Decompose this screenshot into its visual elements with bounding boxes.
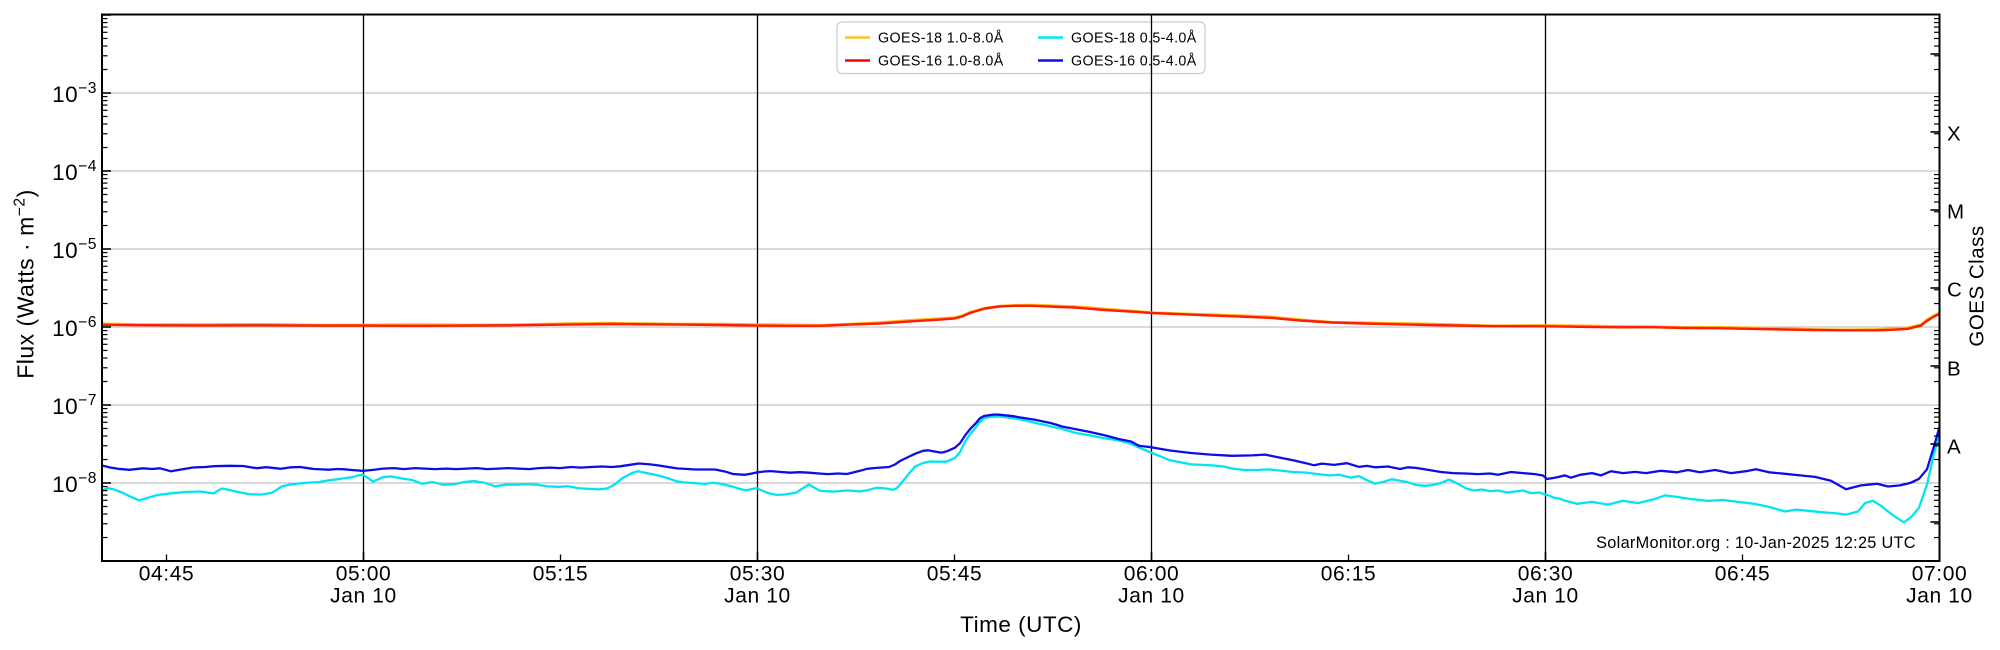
svg-text:Time (UTC): Time (UTC) <box>960 612 1082 637</box>
svg-text:Jan 10: Jan 10 <box>1118 585 1185 608</box>
svg-text:05:00: 05:00 <box>336 563 392 586</box>
svg-text:GOES-18 0.5-4.0Å: GOES-18 0.5-4.0Å <box>1071 29 1197 46</box>
svg-text:A: A <box>1947 435 1961 458</box>
svg-text:04:45: 04:45 <box>139 563 195 586</box>
svg-text:Jan 10: Jan 10 <box>724 585 791 608</box>
svg-text:05:45: 05:45 <box>927 563 983 586</box>
svg-text:GOES-16 0.5-4.0Å: GOES-16 0.5-4.0Å <box>1071 52 1197 69</box>
svg-text:GOES-18 1.0-8.0Å: GOES-18 1.0-8.0Å <box>878 29 1004 46</box>
svg-text:05:30: 05:30 <box>730 563 786 586</box>
svg-text:10−7: 10−7 <box>52 392 97 419</box>
svg-text:Jan 10: Jan 10 <box>330 585 397 608</box>
svg-text:06:00: 06:00 <box>1124 563 1180 586</box>
svg-text:SolarMonitor.org : 10-Jan-2025: SolarMonitor.org : 10-Jan-2025 12:25 UTC <box>1596 534 1916 552</box>
svg-text:Jan 10: Jan 10 <box>1906 585 1973 608</box>
svg-text:Flux (Watts · m−2): Flux (Watts · m−2) <box>11 189 38 379</box>
svg-text:C: C <box>1947 278 1962 301</box>
svg-text:M: M <box>1947 200 1964 223</box>
svg-text:06:30: 06:30 <box>1518 563 1574 586</box>
svg-text:GOES Class: GOES Class <box>1966 225 1989 346</box>
svg-text:X: X <box>1947 122 1961 145</box>
svg-text:Jan 10: Jan 10 <box>1512 585 1579 608</box>
svg-text:GOES-16 1.0-8.0Å: GOES-16 1.0-8.0Å <box>878 52 1004 69</box>
svg-text:05:15: 05:15 <box>533 563 589 586</box>
svg-text:06:45: 06:45 <box>1715 563 1771 586</box>
svg-text:B: B <box>1947 357 1961 380</box>
svg-text:07:00: 07:00 <box>1912 563 1968 586</box>
svg-text:06:15: 06:15 <box>1321 563 1377 586</box>
